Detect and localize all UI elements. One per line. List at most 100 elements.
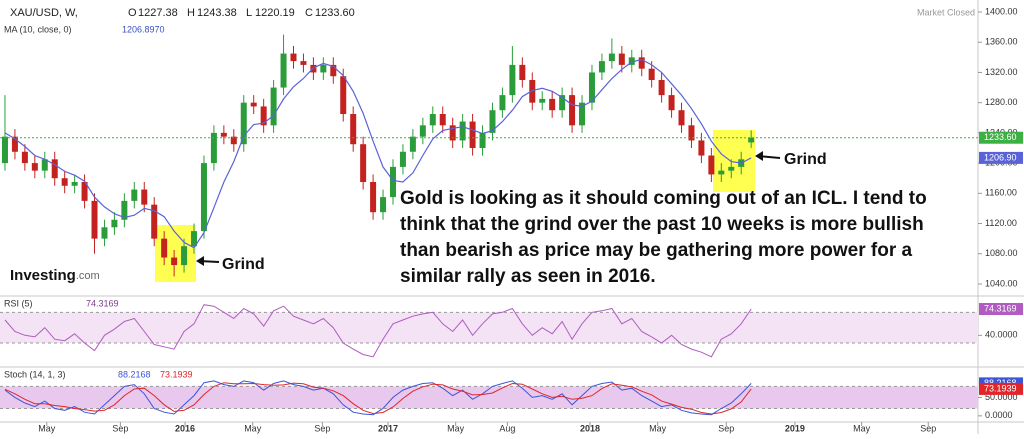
- annotation-text: Gold is looking as it should coming out …: [400, 188, 927, 209]
- candle-body: [300, 61, 307, 65]
- candle-body: [31, 163, 38, 171]
- candle-body: [559, 95, 566, 111]
- candle-body: [628, 57, 635, 65]
- candle-body: [439, 113, 446, 126]
- candle-body: [549, 98, 556, 111]
- candle-body: [161, 238, 168, 258]
- candle-body: [479, 132, 486, 148]
- highlight-box: [713, 130, 755, 192]
- candle-body: [210, 132, 217, 164]
- stoch-title: Stoch (14, 1, 3): [4, 369, 66, 379]
- annotation-text: similar rally as seen in 2016.: [400, 266, 656, 287]
- y-tick-label: 1040.00: [985, 278, 1018, 288]
- candle-body: [489, 110, 496, 133]
- ohlc-value: 1220.19: [255, 7, 295, 19]
- indicator-line: [4, 304, 752, 358]
- ohlc-value: 1233.60: [315, 7, 355, 19]
- candle-body: [151, 204, 158, 239]
- candle-body: [688, 125, 695, 141]
- indicator-axis-label-box: [979, 303, 1023, 316]
- annotation-mark: Grind: [784, 151, 827, 168]
- rsi-value: 74.3169: [86, 298, 119, 308]
- ma-line: [4, 58, 752, 249]
- candle-body: [638, 57, 645, 69]
- market-status: Market Closed: [917, 7, 975, 17]
- ohlc-letter: L: [246, 7, 252, 19]
- indicator-axis-label: 88.2168: [984, 378, 1017, 388]
- candle-body: [459, 121, 466, 141]
- x-tick-label: May: [649, 423, 667, 433]
- candle-body: [270, 87, 277, 126]
- x-tick-label: Aug: [499, 423, 515, 433]
- candle-body: [409, 136, 416, 152]
- x-tick-label: May: [853, 423, 871, 433]
- candle-body: [280, 53, 287, 88]
- candle-body: [588, 72, 595, 103]
- y-tick-label: 50.0000: [985, 392, 1018, 402]
- indicator-line: [4, 382, 752, 415]
- ma-axis-label: 1206.90: [984, 152, 1017, 162]
- ohlc-value: 1243.38: [197, 7, 237, 19]
- candle-body: [380, 197, 387, 213]
- candle-body: [230, 136, 237, 145]
- y-tick-label: 1280.00: [985, 97, 1018, 107]
- candle-body: [101, 227, 108, 239]
- x-tick-label: 2016: [175, 423, 195, 433]
- x-tick-label: May: [244, 423, 262, 433]
- candle-body: [340, 76, 347, 114]
- candle-body: [718, 170, 725, 175]
- candle-body: [141, 189, 148, 205]
- candle-body: [121, 200, 128, 220]
- candle-body: [220, 132, 227, 137]
- candle-body: [499, 95, 506, 111]
- candle-body: [131, 189, 138, 201]
- candle-body: [171, 257, 178, 266]
- x-tick-label: May: [38, 423, 56, 433]
- candle-body: [290, 53, 297, 62]
- candle-body: [569, 95, 576, 126]
- candle-body: [618, 53, 625, 65]
- y-tick-label: 1160.00: [985, 188, 1017, 198]
- y-tick-label: 1360.00: [985, 37, 1018, 47]
- x-tick-label: 2017: [378, 423, 398, 433]
- candle-body: [61, 178, 68, 186]
- stoch-k-value: 88.2168: [118, 369, 151, 379]
- candle-body: [71, 181, 78, 186]
- candle-body: [399, 151, 406, 167]
- stoch-d-value: 73.1939: [160, 369, 193, 379]
- rsi-title: RSI (5): [4, 298, 33, 308]
- candle-body: [91, 200, 98, 239]
- ohlc-letter: H: [187, 7, 195, 19]
- y-tick-label: 0.0000: [985, 410, 1013, 420]
- candle-body: [579, 102, 586, 126]
- last-price-label-box: [979, 131, 1023, 144]
- candle-body: [469, 121, 476, 148]
- candle-body: [181, 246, 188, 266]
- candle-body: [678, 110, 685, 126]
- candle-body: [658, 80, 665, 96]
- last-price-label: 1233.60: [984, 132, 1017, 142]
- ohlc-value: 1227.38: [138, 7, 178, 19]
- candle-body: [370, 181, 377, 213]
- candle-body: [648, 68, 655, 81]
- candle-body: [1, 136, 8, 164]
- annotation-mark: Grind: [222, 256, 265, 273]
- candle-body: [41, 159, 48, 171]
- indicator-axis-label: 74.3169: [984, 303, 1017, 313]
- candle-body: [320, 64, 327, 73]
- arrow: [755, 151, 781, 161]
- candle-body: [728, 166, 735, 171]
- ohlc-letter: O: [128, 7, 137, 19]
- indicator-axis-label-box: [979, 382, 1023, 395]
- level-band: [0, 386, 978, 409]
- candle-body: [240, 102, 247, 145]
- candle-body: [350, 113, 357, 145]
- symbol-title: XAU/USD, W,: [10, 7, 78, 19]
- candle-body: [449, 125, 456, 141]
- x-tick-label: Sep: [718, 423, 734, 433]
- candle-body: [698, 140, 705, 156]
- candle-body: [191, 231, 198, 247]
- ma-value: 1206.8970: [122, 24, 165, 34]
- candle-body: [260, 106, 267, 126]
